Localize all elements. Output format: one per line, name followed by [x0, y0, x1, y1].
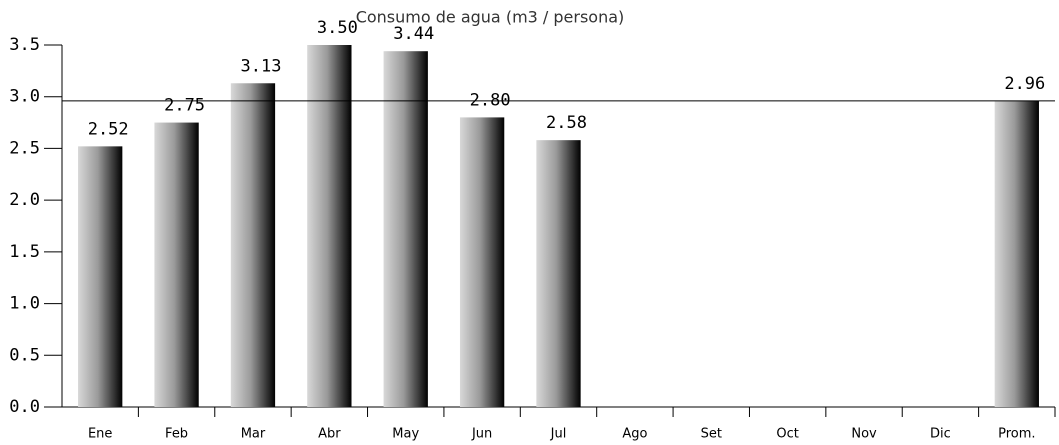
x-tick-label: Jul: [550, 427, 567, 442]
value-label: 3.13: [240, 56, 281, 76]
x-tick-label: Dic: [930, 427, 951, 442]
bar: [154, 122, 199, 408]
y-tick-label: 3.0: [9, 87, 40, 107]
bar: [78, 146, 123, 408]
x-tick-label: Nov: [851, 427, 877, 442]
bar: [307, 45, 352, 407]
y-tick-label: 1.0: [9, 294, 40, 314]
bar: [994, 100, 1039, 407]
x-tick-label: Abr: [318, 427, 341, 442]
bar: [536, 140, 581, 407]
x-tick-label: Set: [701, 427, 722, 442]
y-tick-label: 0.5: [9, 345, 40, 365]
y-tick-label: 2.0: [9, 190, 40, 210]
x-tick-label: Ago: [622, 427, 647, 442]
y-tick-label: 1.5: [9, 242, 40, 262]
bar: [383, 51, 428, 407]
x-tick-label: Jun: [471, 427, 492, 442]
chart-title: Consumo de agua (m3 / persona): [356, 8, 625, 27]
y-tick-label: 0.0: [9, 397, 40, 417]
y-tick-label: 3.5: [9, 35, 40, 55]
value-label: 2.58: [546, 113, 587, 133]
bar: [459, 117, 505, 408]
value-label: 2.96: [1004, 74, 1045, 94]
x-tick-label: Prom.: [998, 427, 1035, 442]
value-label: 3.44: [393, 24, 434, 44]
value-label: 2.52: [88, 119, 129, 139]
x-tick-label: Feb: [165, 427, 188, 442]
bar: [230, 83, 276, 408]
x-tick-label: Oct: [776, 427, 798, 442]
value-label: 3.50: [317, 18, 358, 38]
y-tick-label: 2.5: [9, 138, 40, 158]
value-label: 2.75: [164, 96, 205, 116]
x-tick-label: Ene: [88, 427, 112, 442]
x-tick-label: Mar: [241, 427, 266, 442]
x-tick-label: May: [392, 427, 419, 442]
